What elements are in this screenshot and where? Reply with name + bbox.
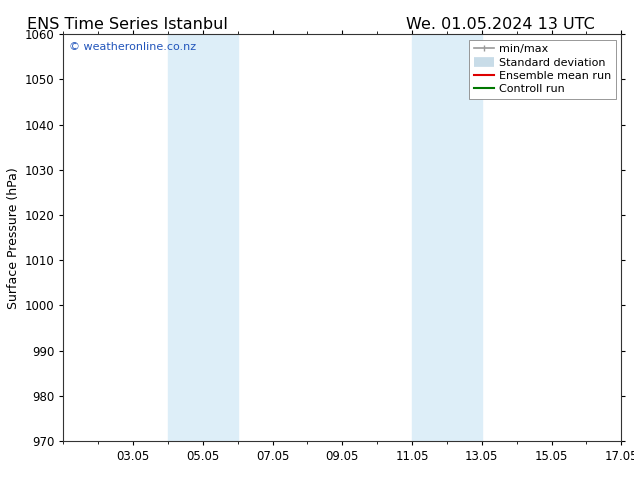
Legend: min/max, Standard deviation, Ensemble mean run, Controll run: min/max, Standard deviation, Ensemble me… (469, 40, 616, 99)
Text: ENS Time Series Istanbul: ENS Time Series Istanbul (27, 17, 228, 32)
Text: We. 01.05.2024 13 UTC: We. 01.05.2024 13 UTC (406, 17, 595, 32)
Bar (168, 34, 238, 441)
Y-axis label: Surface Pressure (hPa): Surface Pressure (hPa) (8, 167, 20, 309)
Text: © weatheronline.co.nz: © weatheronline.co.nz (69, 43, 196, 52)
Bar (412, 34, 482, 441)
